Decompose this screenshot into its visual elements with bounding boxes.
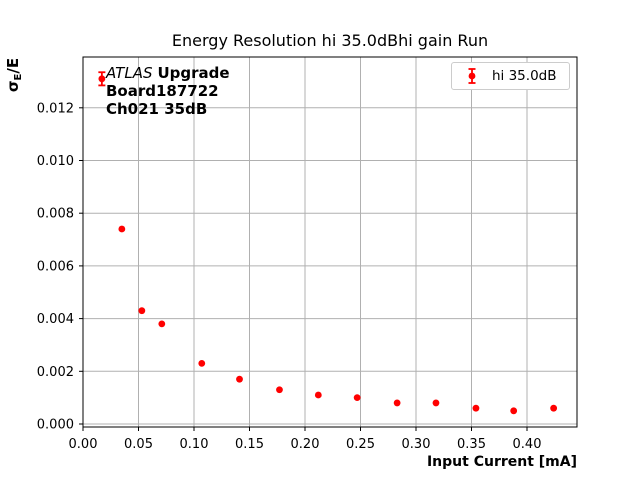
x-tick-label: 0.30 [402,437,431,452]
data-point [276,386,283,394]
data-point [432,399,440,407]
experiment-name: ATLAS [106,64,153,82]
x-tick-label: 0.10 [180,437,209,452]
annotation: ATLAS Upgrade Board187722 Ch021 35dB [106,64,230,118]
y-tick-label: 0.006 [37,259,74,274]
y-tick-label: 0.012 [37,101,74,116]
sigma-symbol: σ [4,80,22,93]
legend-errorbar-icon [468,68,476,84]
y-tick-label: 0.008 [37,207,74,222]
data-point [198,359,206,367]
legend: hi 35.0dB [451,62,570,90]
x-tick-label: 0.15 [235,437,264,452]
y-tick-label: 0.004 [37,312,74,327]
data-point [550,404,558,412]
x-tick-label: 0.20 [291,437,320,452]
sigma-subscript: E [13,73,24,81]
annotation-line-experiment: ATLAS Upgrade [106,64,230,82]
y-axis-label-rest: /E [4,57,22,74]
x-tick-label: 0.40 [513,437,542,452]
annotation-line-channel: Ch021 35dB [106,100,208,118]
x-tick-label: 0.25 [346,437,375,452]
y-tick-label: 0.002 [37,365,74,380]
chart-title: Energy Resolution hi 35.0dBhi gain Run [171,31,489,50]
data-point [118,225,126,233]
data-point [353,394,361,402]
x-tick-label: 0.00 [69,437,98,452]
x-axis-label: Input Current [mA] [426,454,577,470]
data-point [510,407,518,415]
data-point [472,404,480,412]
data-point [314,391,322,399]
x-tick-label: 0.35 [457,437,486,452]
plot-border [82,56,578,428]
y-axis-label: σE/E [3,40,24,110]
annotation-line-board: Board187722 [106,82,219,100]
data-point [98,75,106,83]
y-tick-label: 0.000 [37,418,74,433]
data-point [393,399,401,407]
experiment-tag: Upgrade [157,64,230,82]
data-point [236,375,243,383]
data-point [158,320,166,328]
y-tick-label: 0.010 [37,154,74,169]
legend-point [468,72,476,80]
x-tick-label: 0.05 [124,437,153,452]
legend-label: hi 35.0dB [492,68,557,84]
data-point [138,307,146,315]
